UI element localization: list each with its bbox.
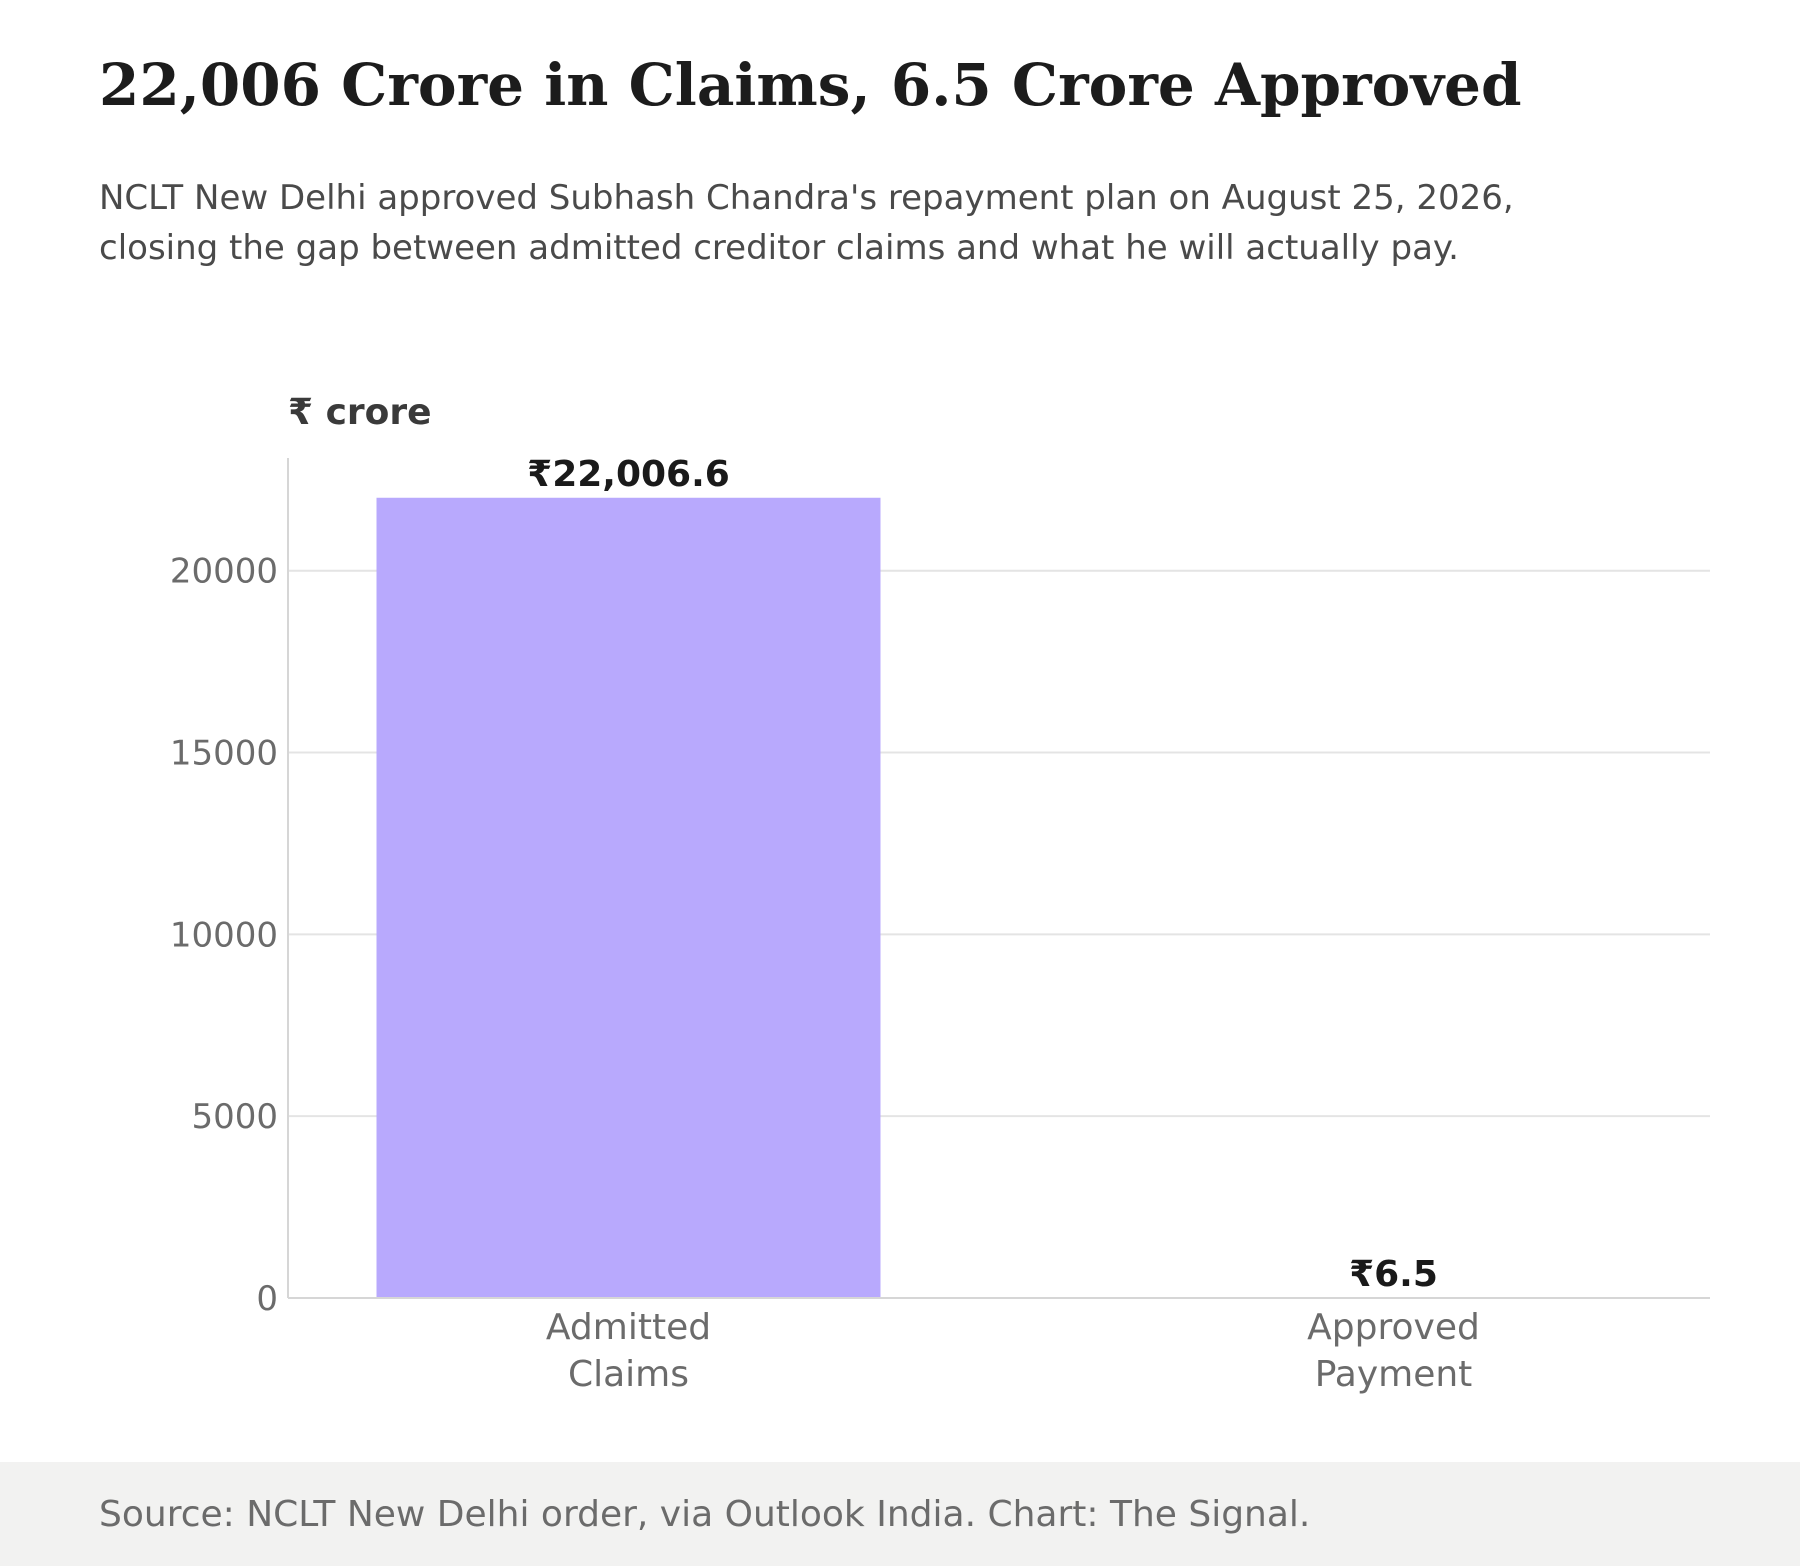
bars — [376, 497, 1646, 1298]
x-category-label-line: Admitted — [546, 1307, 711, 1348]
bar-chart: 0 5000 10000 15000 20000 ₹ crore ₹22,006.6 Admi… — [170, 392, 1710, 1395]
data-label: ₹6.5 — [1349, 1254, 1438, 1295]
x-category-label-line: Claims — [568, 1354, 689, 1395]
y-tick-label: 15000 — [170, 734, 278, 774]
x-category-label-line: Payment — [1315, 1354, 1473, 1395]
y-axis-unit-label: ₹ crore — [288, 392, 432, 433]
y-tick-label: 0 — [256, 1279, 278, 1319]
x-category-label: Admitted Claims — [546, 1307, 711, 1395]
labels: 0 5000 10000 15000 20000 ₹ crore ₹22,006.6 Admi… — [170, 392, 1480, 1395]
y-tick-label: 20000 — [170, 552, 278, 592]
bar — [376, 497, 881, 1298]
y-tick-label: 5000 — [191, 1097, 278, 1137]
chart-subtitle: NCLT New Delhi approved Subhash Chandra'… — [99, 178, 1514, 268]
axes — [287, 458, 1710, 1299]
chart-title: 22,006 Crore in Claims, 6.5 Crore Approv… — [99, 51, 1522, 119]
footer: Source: NCLT New Delhi order, via Outloo… — [0, 1462, 1800, 1566]
x-category-label-line: Approved — [1307, 1307, 1480, 1348]
x-category-label: Approved Payment — [1307, 1307, 1480, 1395]
y-tick-label: 10000 — [170, 915, 278, 955]
data-label: ₹22,006.6 — [527, 454, 730, 495]
source-note: Source: NCLT New Delhi order, via Outloo… — [99, 1494, 1311, 1535]
